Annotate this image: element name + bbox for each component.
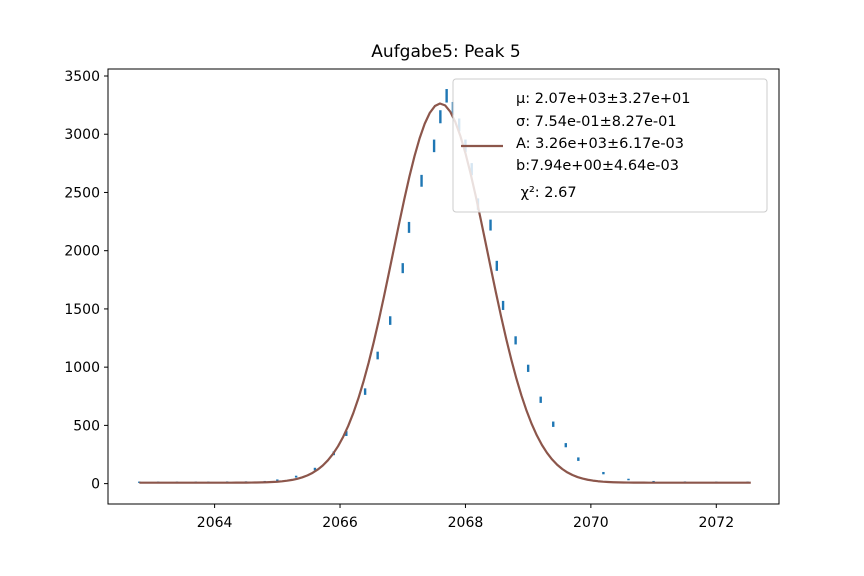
legend-box — [452, 78, 768, 213]
plot-frame — [107, 68, 780, 505]
legend-line-chi2: χ²: 2.67 — [516, 185, 577, 201]
y-axis: 0 500 1000 1500 2000 2500 3000 3500 — [64, 69, 108, 493]
y-tick-label: 1500 — [64, 302, 100, 318]
legend-line-mu: μ: 2.07e+03±3.27e+01 — [516, 91, 690, 107]
x-tick-label: 2068 — [448, 515, 484, 531]
legend-line-sigma: σ: 7.54e-01±8.27e-01 — [516, 114, 677, 130]
legend-label: μ: 2.07e+03±3.27e+01 σ: 7.54e-01±8.27e-0… — [516, 91, 695, 201]
y-tick-label: 3500 — [64, 69, 100, 85]
x-tick-label: 2066 — [322, 515, 358, 531]
y-tick-label: 3000 — [64, 127, 100, 143]
y-tick-label: 1000 — [64, 360, 100, 376]
y-tick-label: 500 — [73, 418, 100, 434]
x-axis: 2064 2066 2068 2070 2072 — [197, 504, 734, 531]
x-tick-label: 2064 — [197, 515, 233, 531]
x-tick-label: 2070 — [573, 515, 609, 531]
y-tick-label: 2000 — [64, 244, 100, 260]
y-tick-label: 2500 — [64, 185, 100, 201]
y-tick-label: 0 — [91, 477, 100, 493]
legend-line-b: b:7.94e+00±4.64e-03 — [516, 158, 679, 174]
x-tick-label: 2072 — [698, 515, 734, 531]
legend: μ: 2.07e+03±3.27e+01 σ: 7.54e-01±8.27e-0… — [452, 78, 768, 213]
legend-line-a: A: 3.26e+03±6.17e-03 — [516, 136, 684, 152]
fit-curve — [139, 102, 751, 484]
chart-title: Aufgabe5: Peak 5 — [371, 42, 520, 62]
